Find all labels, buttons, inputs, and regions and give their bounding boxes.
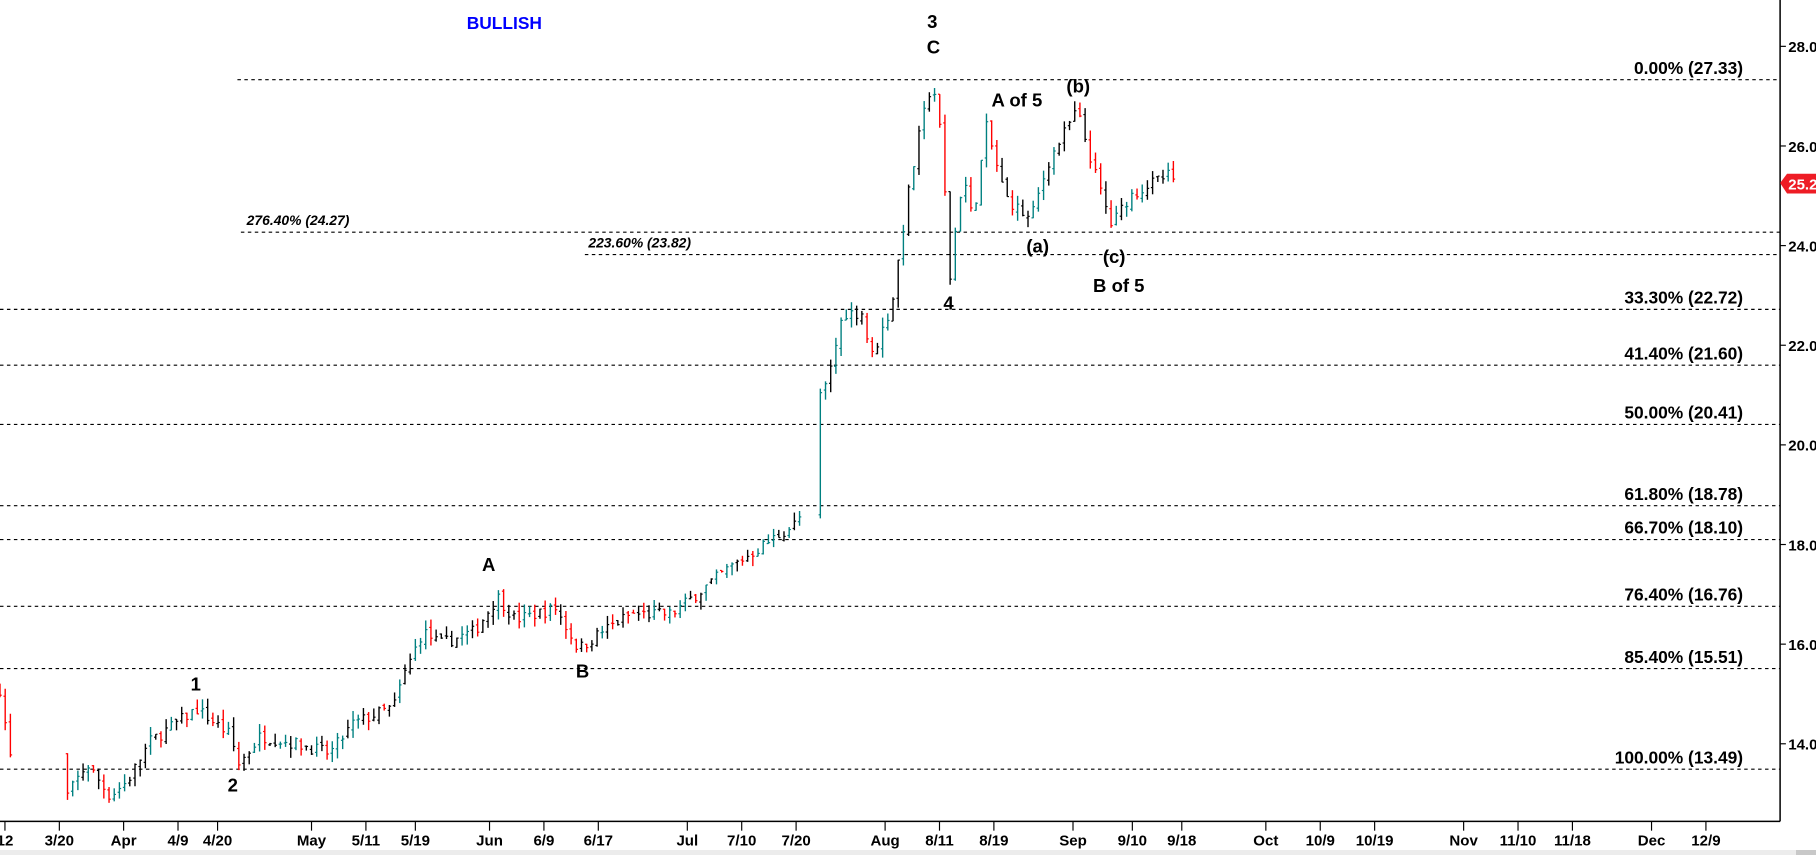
x-tick-label: May <box>297 833 327 850</box>
y-axis: 28.00 26.00 24.00 22.00 20.00 18.00 16.00 14.00 <box>1780 39 1816 754</box>
x-axis: 12 3/20 Apr 4/9 4/20 May 5/11 5/19 Jun 6/9 6/17 Jul… <box>0 821 1721 850</box>
wave-label-2: 2 <box>228 774 238 795</box>
chart-title: BULLISH <box>467 13 542 33</box>
x-tick-label: Jun <box>476 833 503 850</box>
y-tick-label: 26.00 <box>1788 139 1816 156</box>
wave-label-b-of-5: B of 5 <box>1093 275 1144 296</box>
x-tick-label: 8/19 <box>979 833 1008 850</box>
wave-labels: 3 C A of 5 (b) (a) (c) B of 5 4 A B 1 2 <box>191 11 1145 795</box>
wave-label-a-sub: (a) <box>1026 236 1049 257</box>
x-tick-label: Nov <box>1449 833 1478 850</box>
wave-label-a: A <box>482 554 495 575</box>
x-tick-label: 9/18 <box>1167 833 1196 850</box>
wave-label-4: 4 <box>943 292 954 313</box>
x-tick-label: Sep <box>1059 833 1087 850</box>
wave-label-c: C <box>927 36 940 57</box>
fib-level-label: 50.00% (20.41) <box>1624 403 1743 423</box>
x-tick-label: 10/19 <box>1356 833 1394 850</box>
x-tick-label: 8/11 <box>925 833 953 850</box>
wave-label-c-sub: (c) <box>1103 246 1126 267</box>
scrollbar-thumb[interactable] <box>1796 850 1816 855</box>
fib-level-label: 0.00% (27.33) <box>1634 58 1743 78</box>
fib-level-label: 276.40% (24.27) <box>246 212 350 228</box>
x-tick-label: Oct <box>1253 833 1278 850</box>
x-tick-label: 11/10 <box>1500 833 1537 850</box>
price-bars <box>0 88 1176 803</box>
fib-level-label: 223.60% (23.82) <box>587 235 691 251</box>
x-tick-label: 12/9 <box>1691 833 1720 850</box>
fib-level-label: 85.40% (15.51) <box>1624 647 1743 667</box>
fib-level-label: 100.00% (13.49) <box>1615 747 1743 767</box>
x-tick-label: 4/9 <box>168 833 189 850</box>
x-tick-label: Jul <box>676 833 698 850</box>
x-tick-label: 9/10 <box>1118 833 1147 850</box>
last-price-tag: 25.2 <box>1780 173 1816 194</box>
wave-label-a-of-5: A of 5 <box>991 90 1042 111</box>
fib-level-label: 76.40% (16.76) <box>1624 584 1743 604</box>
x-tick-label: 11/18 <box>1554 833 1591 850</box>
fibonacci-levels: 0.00% (27.33) 276.40% (24.27) 223.60% (23.… <box>0 58 1781 770</box>
y-tick-label: 22.00 <box>1788 338 1816 355</box>
fib-level-label: 66.70% (18.10) <box>1624 518 1743 538</box>
x-tick-label: 5/11 <box>352 833 380 850</box>
x-tick-label: 6/9 <box>533 833 554 850</box>
x-tick-label: 12 <box>0 833 13 850</box>
x-tick-label: Dec <box>1638 833 1666 850</box>
x-tick-label: Aug <box>870 833 899 850</box>
y-tick-label: 18.00 <box>1788 537 1816 554</box>
x-tick-label: 4/20 <box>203 833 232 850</box>
y-tick-label: 28.00 <box>1788 39 1816 56</box>
x-tick-label: 10/9 <box>1306 833 1335 850</box>
y-tick-label: 20.00 <box>1788 438 1816 455</box>
fib-level-label: 33.30% (22.72) <box>1624 288 1743 308</box>
wave-label-b: B <box>576 661 589 682</box>
fib-level-label: 61.80% (18.78) <box>1624 484 1743 504</box>
x-tick-label: 3/20 <box>45 833 74 850</box>
x-tick-label: 7/10 <box>727 833 756 850</box>
x-tick-label: 7/20 <box>781 833 810 850</box>
fib-level-label: 41.40% (21.60) <box>1624 343 1743 363</box>
horizontal-scrollbar[interactable] <box>0 850 1816 855</box>
y-tick-label: 24.00 <box>1788 238 1816 255</box>
y-tick-label: 16.00 <box>1788 637 1816 654</box>
wave-label-b-sub: (b) <box>1066 76 1090 97</box>
wave-label-3: 3 <box>927 11 937 32</box>
y-tick-label: 14.00 <box>1788 737 1816 754</box>
x-tick-label: 5/19 <box>401 833 430 850</box>
last-price-label: 25.2 <box>1788 176 1816 193</box>
x-tick-label: Apr <box>111 833 137 850</box>
x-tick-label: 6/17 <box>584 833 613 850</box>
wave-label-1: 1 <box>191 673 201 694</box>
